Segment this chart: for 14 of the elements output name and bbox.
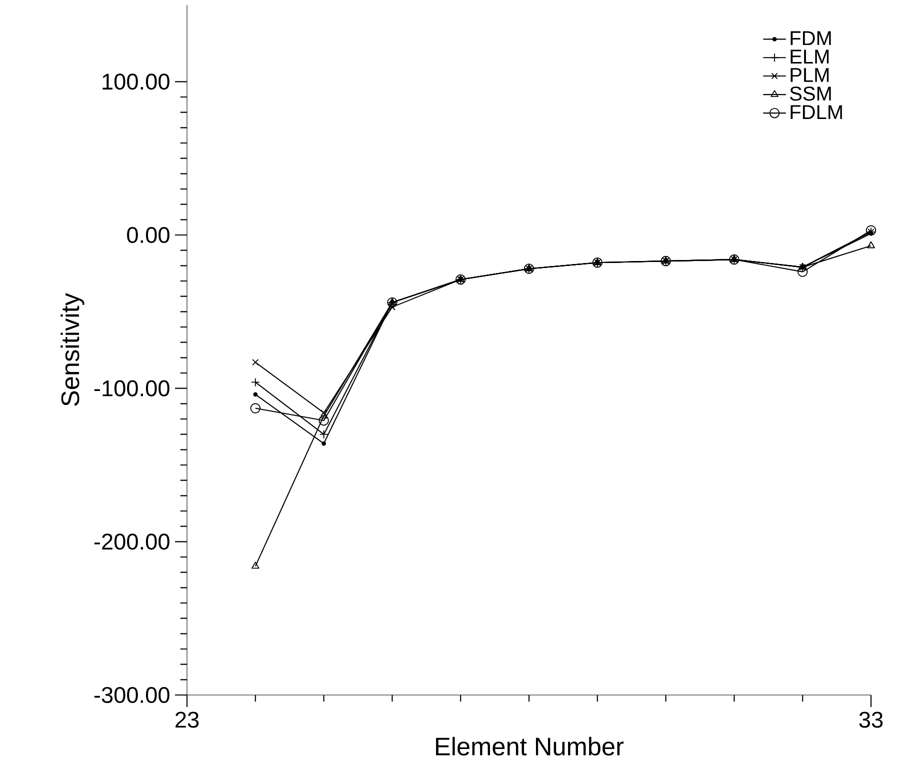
x-tick-label: 23 [176,712,199,728]
y-tick-label: -100.00 [94,380,170,396]
y-tick-label: -300.00 [94,686,170,704]
y-tick-label: -200.00 [94,534,170,550]
y-tick-label: 0.00 [127,226,170,244]
legend-label: ELM [790,50,829,64]
legend-label: SSM [790,86,831,101]
x-axis-title: Element Number [436,736,624,756]
x-tick-label: 33 [859,712,883,728]
legend-label: FDLM [790,105,842,119]
legend-label: PLM [790,68,829,82]
legend-label: FDM [790,31,831,46]
y-tick-label: 100.00 [102,74,170,90]
y-axis-title: Sensitivity [60,293,84,406]
